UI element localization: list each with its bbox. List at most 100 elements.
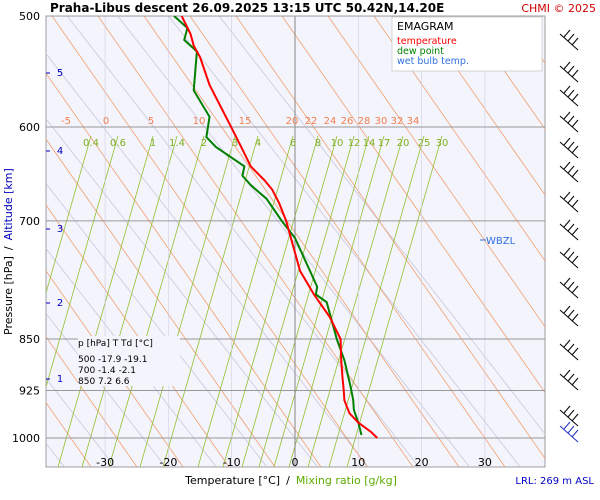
mixing-ratio-line — [197, 135, 294, 467]
theta-label: 22 — [305, 116, 318, 127]
pressure-tick-label: 850 — [19, 333, 40, 346]
dry-adiabat — [0, 16, 45, 467]
dry-adiabat — [189, 16, 506, 467]
dry-adiabat — [327, 16, 545, 328]
mixing-ratio-label: 3 — [232, 138, 238, 149]
pressure-tick-label: 700 — [19, 215, 40, 228]
y-axis-label-altitude: Altitude [km] — [2, 168, 15, 240]
temperature-tick-label: 0 — [292, 456, 299, 469]
temperature-tick-label: -10 — [223, 456, 241, 469]
x-axis-label-sep: / — [286, 474, 290, 487]
dry-adiabat — [373, 16, 545, 262]
wind-barb — [559, 29, 579, 51]
pressure-tick-label: 925 — [19, 385, 40, 398]
mixing-ratio-label: 12 — [348, 138, 361, 149]
wind-barb — [559, 137, 579, 159]
mixing-ratio-line — [139, 135, 236, 467]
wbzl-label: WBZL — [486, 236, 516, 247]
wind-barb — [559, 339, 579, 361]
legend-item: temperature — [397, 36, 457, 47]
dewpoint-profile — [173, 16, 363, 436]
mixing-ratio-line — [288, 135, 385, 467]
data-table-row: 500 -17.9 -19.1 — [78, 355, 147, 365]
temperature-tick-label: 30 — [478, 456, 492, 469]
altitude-tick-label: 4 — [57, 146, 63, 157]
mixing-ratio-label: 2 — [201, 138, 207, 149]
mixing-ratio-label: 20 — [397, 138, 410, 149]
temperature-tick-label: 10 — [351, 456, 365, 469]
wind-barb — [559, 61, 579, 83]
chart-title: Praha-Libus descent 26.09.2025 13:15 UTC… — [50, 1, 444, 15]
dry-adiabat — [46, 138, 276, 467]
data-table-header: p [hPa] T Td [°C] — [78, 339, 153, 349]
temperature-tick-label: 20 — [415, 456, 429, 469]
dry-adiabat — [46, 72, 322, 467]
wind-barb — [559, 277, 579, 299]
mixing-ratio-line — [307, 135, 404, 467]
wind-barb — [559, 161, 579, 183]
theta-label: 32 — [391, 116, 404, 127]
dry-adiabat — [143, 16, 460, 467]
data-table-row: 700 -1.4 -2.1 — [78, 366, 136, 376]
mixing-ratio-label: 4 — [255, 138, 261, 149]
dry-adiabat — [465, 16, 545, 130]
theta-label: 10 — [193, 116, 206, 127]
altitude-tick-label: 5 — [57, 68, 63, 79]
legend-box — [391, 16, 543, 72]
wind-barb — [559, 247, 579, 269]
dry-adiabat — [97, 16, 414, 467]
temperature-profile — [180, 16, 378, 439]
temperature-tick-label: -20 — [159, 456, 177, 469]
wind-barb — [559, 111, 579, 133]
mixing-ratio-label: 1.4 — [169, 138, 185, 149]
theta-label: 15 — [239, 116, 252, 127]
mixing-ratio-label: 30 — [436, 138, 449, 149]
x-axis-label-temp: Temperature [°C] — [184, 474, 280, 487]
legend-title: EMAGRAM — [397, 20, 454, 33]
wind-barb — [559, 219, 579, 241]
wind-barb — [559, 421, 579, 443]
dry-adiabat — [419, 16, 545, 196]
x-axis-label-mix: Mixing ratio [g/kg] — [296, 474, 397, 487]
dry-adiabat — [46, 336, 138, 467]
x-axis-label: Temperature [°C] / Mixing ratio [g/kg] — [184, 474, 397, 487]
mixing-ratio-line — [81, 135, 178, 467]
altitude-tick-label: 3 — [57, 224, 63, 235]
pressure-tick-label: 500 — [19, 10, 40, 23]
theta-label: -5 — [61, 116, 71, 127]
theta-label: 20 — [286, 116, 299, 127]
theta-label: 30 — [375, 116, 388, 127]
mixing-ratio-line — [258, 135, 355, 467]
y-axis-label-pressure: Pressure [hPa] — [2, 256, 15, 335]
mixing-ratio-line — [346, 135, 443, 467]
pressure-tick-label: 1000 — [12, 432, 40, 445]
credit-label: CHMI © 2025 — [521, 2, 596, 15]
mixing-ratio-line — [57, 135, 154, 467]
mixing-ratio-line — [273, 135, 370, 467]
altitude-tick-label: 1 — [57, 374, 63, 385]
theta-label: 26 — [341, 116, 354, 127]
mixing-ratio-label: 0.6 — [110, 138, 126, 149]
dry-adiabat — [281, 16, 545, 394]
wind-barb — [559, 405, 579, 427]
mixing-ratio-line — [328, 135, 425, 467]
dry-adiabat — [46, 204, 230, 467]
y-axis-label: Pressure [hPa] / Altitude [km] — [2, 168, 15, 335]
wind-barb — [559, 305, 579, 327]
mixing-ratio-line — [108, 135, 205, 467]
mixing-ratio-line — [222, 135, 319, 467]
pressure-tick-label: 600 — [19, 121, 40, 134]
y-axis-label-sep: / — [2, 246, 15, 250]
legend-item: wet bulb temp. — [397, 56, 469, 67]
mixing-ratio-line — [46, 135, 92, 295]
lrl-label: LRL: 269 m ASL — [515, 476, 594, 487]
legend-item: dew point — [397, 46, 444, 57]
wind-barb — [559, 85, 579, 107]
mixing-ratio-label: 10 — [331, 138, 344, 149]
altitude-tick-label: 2 — [57, 298, 63, 309]
theta-label: 24 — [324, 116, 337, 127]
mixing-ratio-line — [241, 135, 338, 467]
mixing-ratio-line — [162, 135, 259, 467]
mixing-ratio-label: 25 — [418, 138, 431, 149]
